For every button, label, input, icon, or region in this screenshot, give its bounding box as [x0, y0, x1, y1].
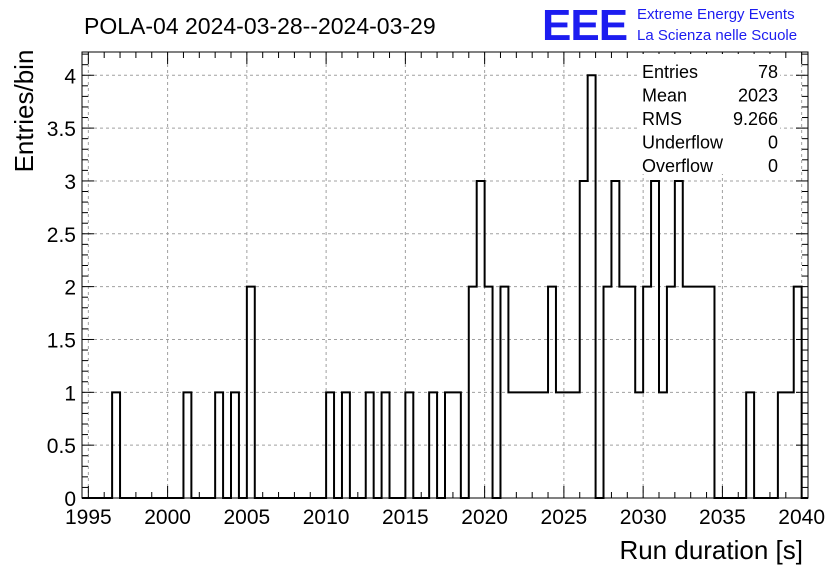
plot-frame — [81, 51, 809, 499]
stats-value: 0 — [768, 156, 778, 176]
x-tick-label: 2035 — [699, 506, 746, 529]
stats-value: 78 — [758, 62, 778, 82]
y-tick-label: 0.5 — [47, 435, 76, 458]
stats-label: Overflow — [642, 156, 714, 176]
x-tick-label: 2000 — [144, 506, 191, 529]
stats-value: 2023 — [738, 86, 778, 106]
stats-label: Entries — [642, 62, 698, 82]
y-tick-label: 2 — [64, 277, 76, 300]
stats-label: RMS — [642, 109, 682, 129]
x-axis-title: Run duration [s] — [619, 535, 803, 565]
axes — [81, 51, 809, 499]
y-axis-title: Entries/bin — [9, 50, 39, 173]
y-tick-label: 3.5 — [47, 118, 76, 141]
stats-box-bg — [638, 54, 780, 174]
x-tick-label: 2020 — [461, 506, 508, 529]
eee-logo: EEE — [542, 1, 627, 50]
y-tick-label: 3 — [64, 171, 76, 194]
chart-title: POLA-04 2024-03-28--2024-03-29 — [84, 13, 436, 39]
x-tick-label: 2025 — [541, 506, 588, 529]
stats-value: 0 — [768, 133, 778, 153]
logo-subtitle-1: Extreme Energy Events — [637, 6, 795, 23]
x-tick-label: 2030 — [620, 506, 667, 529]
y-tick-label: 1 — [64, 382, 76, 405]
tick-labels: 1995 2000 2005 2010 2015 2020 2025 2030 2035 2040… — [47, 65, 825, 529]
x-tick-label: 1995 — [65, 506, 112, 529]
logo-subtitle-2: La Scienza nelle Scuole — [637, 27, 797, 44]
y-tick-label: 2.5 — [47, 224, 76, 247]
x-tick-label: 2005 — [223, 506, 270, 529]
x-tick-label: 2010 — [303, 506, 350, 529]
stats-box: Entries 78 Mean 2023 RMS 9.266 Underflow 0 Overf… — [638, 54, 780, 176]
stats-value: 9.266 — [733, 109, 778, 129]
y-tick-label: 4 — [64, 65, 76, 88]
x-tick-label: 2015 — [382, 506, 429, 529]
y-tick-label: 1.5 — [47, 329, 76, 352]
y-tick-label: 0 — [64, 488, 76, 511]
x-tick-label: 2040 — [778, 506, 825, 529]
stats-label: Mean — [642, 86, 687, 106]
stats-label: Underflow — [642, 133, 724, 153]
